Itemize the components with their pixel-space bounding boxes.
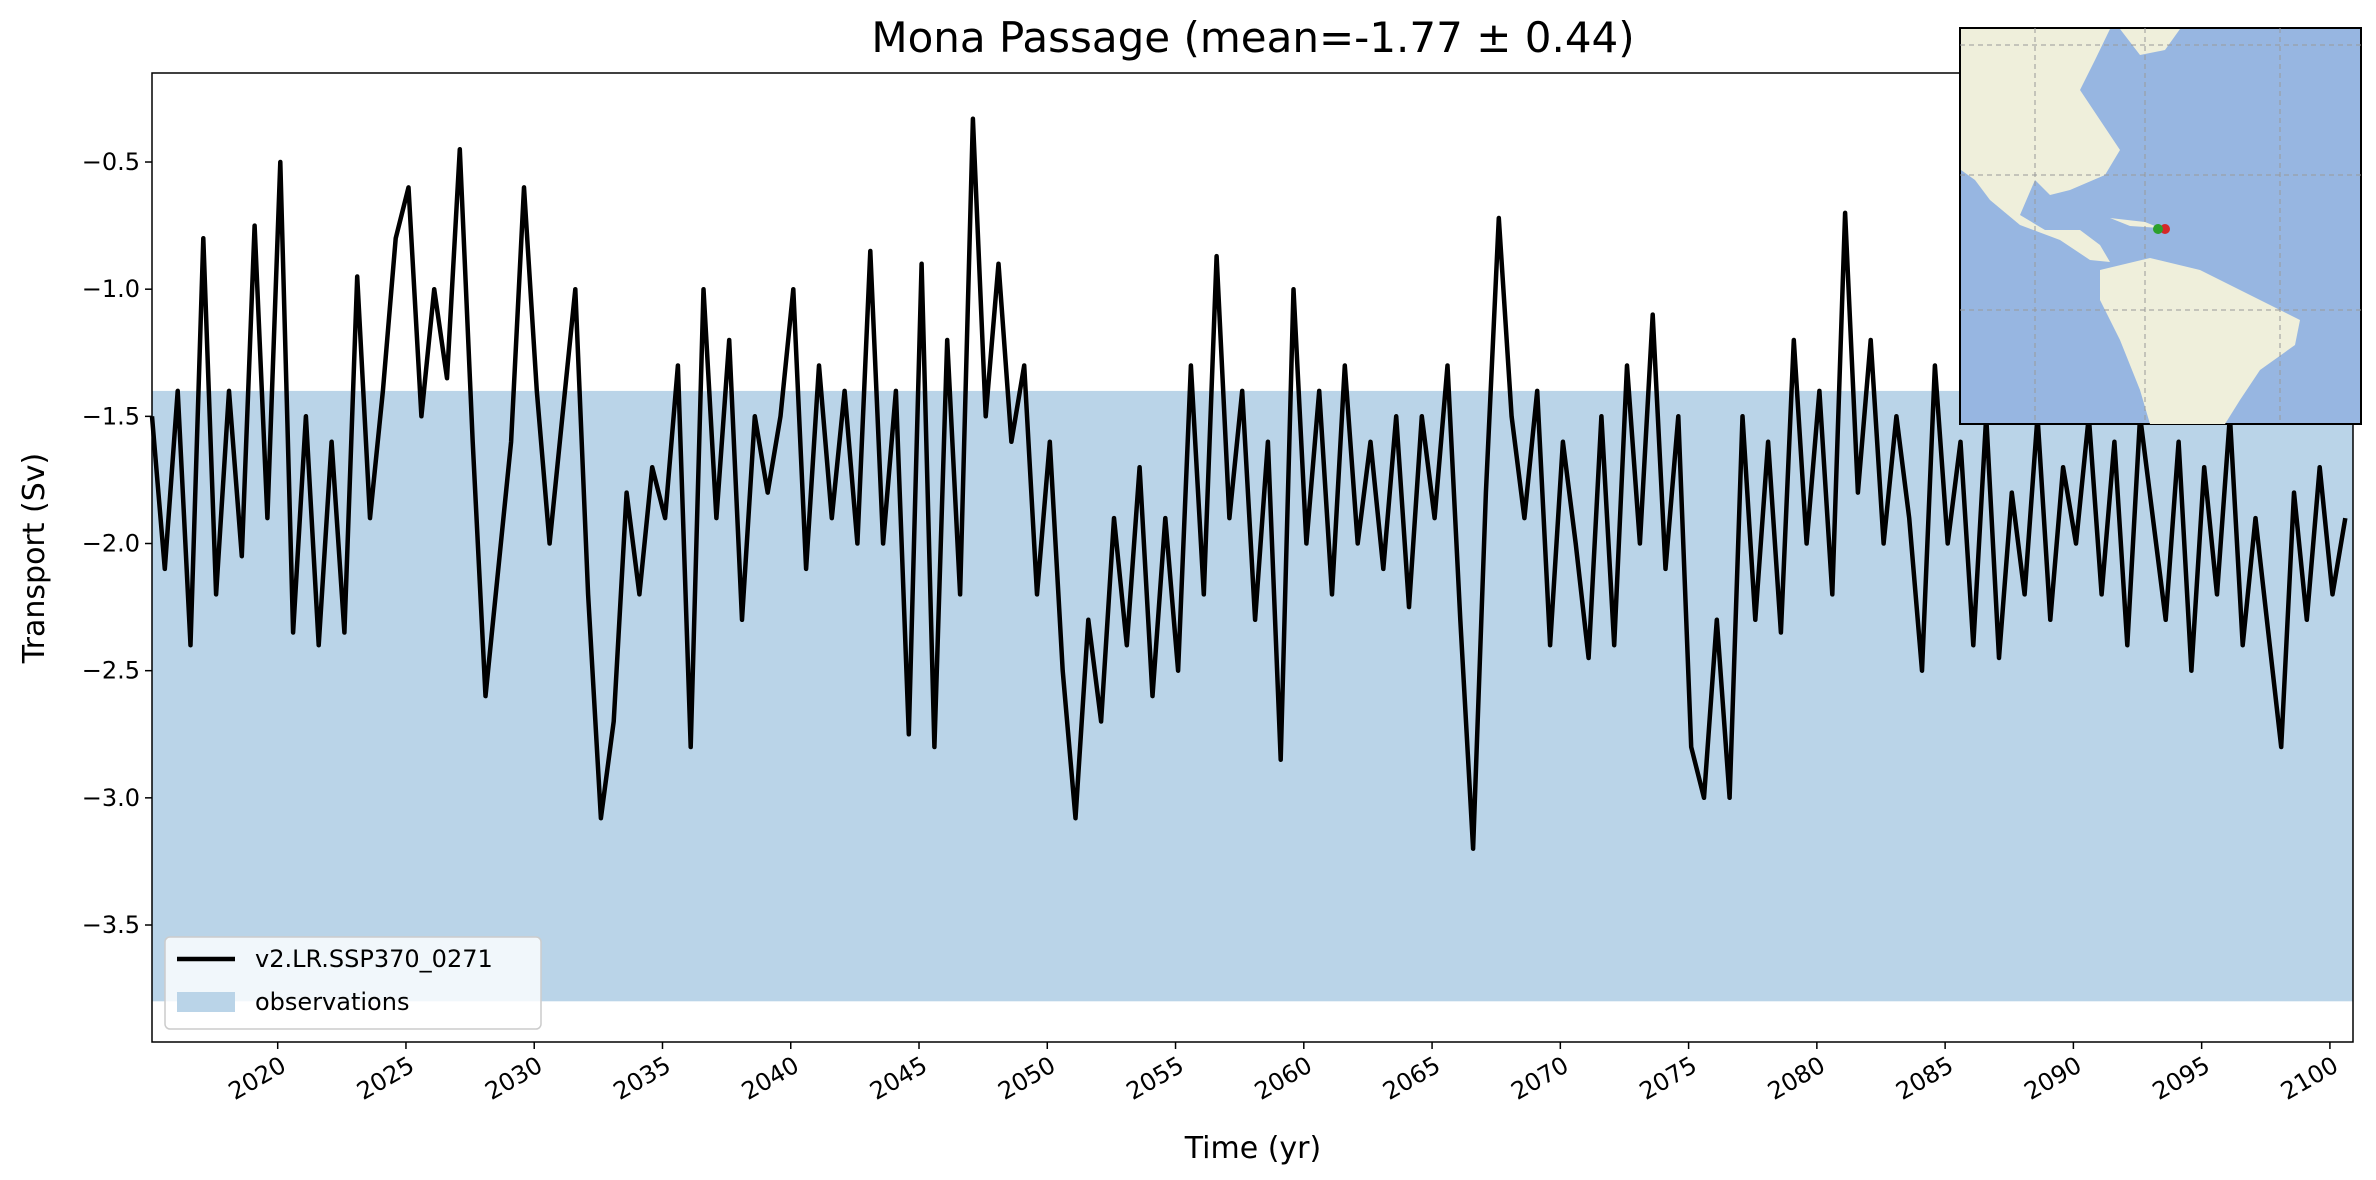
legend-label: v2.LR.SSP370_0271 xyxy=(255,945,493,973)
series-line xyxy=(149,116,2348,851)
y-tick-label: −1.0 xyxy=(82,275,140,303)
plot-area: −3.5 −3.0 −2.5 −2.0 −1.5 −1.0 −0.5 2020 2025 2030… xyxy=(82,72,2354,1106)
map-inset xyxy=(1959,27,2362,425)
y-tick-label: −2.0 xyxy=(82,530,140,558)
x-tick-label: 2050 xyxy=(993,1051,1060,1106)
y-tick-label: −2.5 xyxy=(82,657,140,685)
x-tick-label: 2025 xyxy=(352,1051,419,1106)
y-tick-label: −3.0 xyxy=(82,784,140,812)
x-tick-label: 2100 xyxy=(2276,1051,2343,1106)
x-tick-label: 2030 xyxy=(480,1051,547,1106)
y-tick-label: −0.5 xyxy=(82,148,140,176)
x-tick-label: 2060 xyxy=(1250,1051,1317,1106)
x-tick-label: 2045 xyxy=(865,1051,932,1106)
x-tick-label: 2065 xyxy=(1378,1051,1445,1106)
x-tick-label: 2085 xyxy=(1891,1051,1958,1106)
plot-frame xyxy=(151,72,2354,1043)
x-tick-label: 2080 xyxy=(1763,1051,1830,1106)
x-tick-label: 2040 xyxy=(737,1051,804,1106)
legend: v2.LR.SSP370_0271 observations xyxy=(164,936,542,1030)
y-tick-label: −1.5 xyxy=(82,402,140,430)
x-tick-label: 2020 xyxy=(224,1051,291,1106)
legend-frame xyxy=(164,936,542,1030)
y-axis-label: Transport (Sv) xyxy=(17,453,52,665)
y-tick-label: −3.5 xyxy=(82,911,140,939)
x-tick-label: 2035 xyxy=(609,1051,676,1106)
chart-title: Mona Passage (mean=-1.77 ± 0.44) xyxy=(871,13,1634,62)
legend-label: observations xyxy=(255,988,409,1016)
x-axis-label: Time (yr) xyxy=(1184,1131,1321,1166)
x-tick-label: 2070 xyxy=(1506,1051,1573,1106)
x-tick-label: 2055 xyxy=(1122,1051,1189,1106)
x-tick-label: 2075 xyxy=(1635,1051,1702,1106)
observation-band xyxy=(152,390,2353,1002)
x-tick-label: 2095 xyxy=(2148,1051,2215,1106)
legend-swatch xyxy=(177,992,235,1012)
x-tick-label: 2090 xyxy=(2019,1051,2086,1106)
